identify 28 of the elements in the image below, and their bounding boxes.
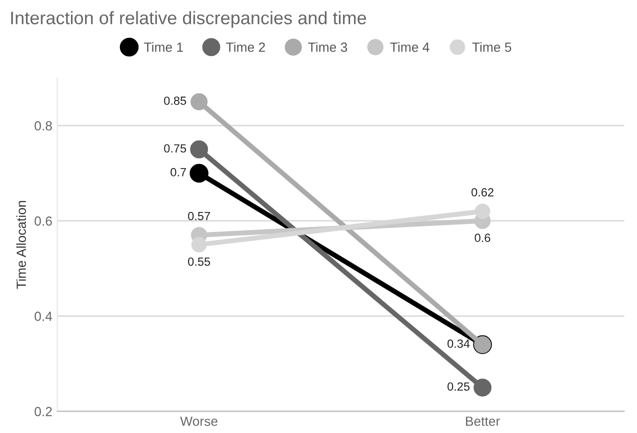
data-label: 0.62 bbox=[472, 188, 494, 196]
data-label: 0.75 bbox=[164, 144, 186, 153]
x-tick-label: Worse bbox=[180, 416, 218, 426]
x-tick-label: Better bbox=[466, 416, 500, 426]
y-tick-label: 0.4 bbox=[34, 312, 52, 321]
y-axis-title: Time Allocation bbox=[16, 201, 26, 289]
legend-label: Time 4 bbox=[390, 42, 430, 52]
data-label: 0.6 bbox=[474, 234, 490, 242]
y-tick-label: 0.2 bbox=[34, 406, 52, 416]
data-label: 0.55 bbox=[188, 257, 210, 266]
point bbox=[190, 140, 208, 158]
point bbox=[474, 378, 492, 396]
data-label: 0.57 bbox=[188, 212, 210, 220]
data-label: 0.85 bbox=[164, 96, 186, 105]
y-tick-label: 0.8 bbox=[34, 121, 52, 130]
legend-label: Time 2 bbox=[226, 42, 265, 52]
legend-label: Time 3 bbox=[308, 42, 348, 52]
point bbox=[474, 204, 490, 220]
point bbox=[190, 93, 208, 110]
y-tick-label: 0.6 bbox=[34, 216, 52, 226]
legend-label: Time 5 bbox=[472, 42, 512, 52]
data-label: 0.25 bbox=[448, 382, 470, 391]
data-label: 0.7 bbox=[170, 168, 186, 176]
legend-label: Time 1 bbox=[144, 42, 183, 52]
point bbox=[190, 164, 208, 183]
point bbox=[191, 236, 207, 252]
chart-title: Interaction of relative discrepancies and time bbox=[11, 11, 366, 28]
data-label: 0.34 bbox=[448, 339, 470, 348]
